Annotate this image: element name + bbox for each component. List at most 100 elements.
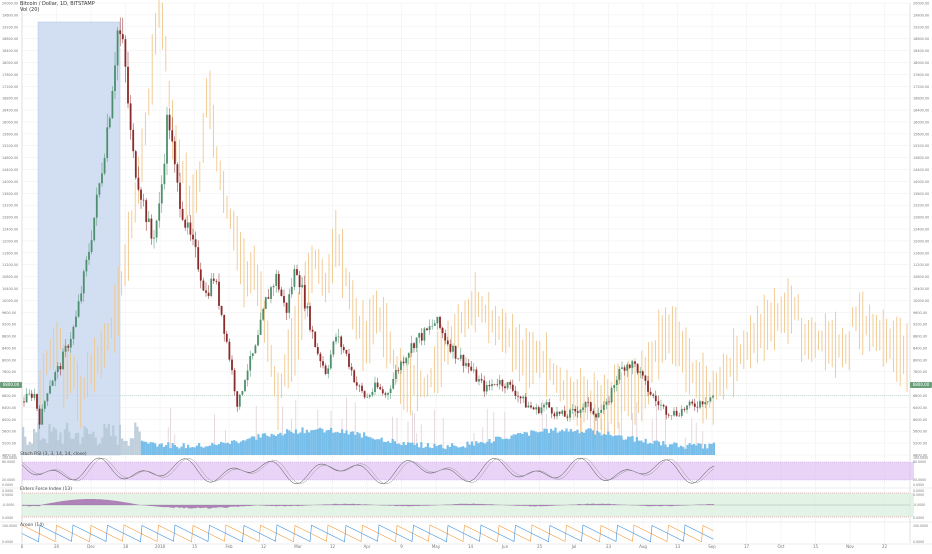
volume-bar xyxy=(312,430,315,455)
volume-bar xyxy=(22,426,25,455)
time-tick-label: 25 xyxy=(537,544,543,549)
price-tick-label: 18800.00 xyxy=(913,37,929,41)
time-tick-label: 13 xyxy=(675,544,681,549)
candle-body xyxy=(618,368,621,380)
candle-body xyxy=(462,354,465,366)
time-tick-label: 15 xyxy=(192,544,198,549)
price-tick-label: 10400.00 xyxy=(913,287,929,291)
volume-bar xyxy=(576,429,579,455)
candle-body xyxy=(379,387,382,390)
volume-bar xyxy=(477,443,480,455)
candle-body xyxy=(293,269,296,287)
price-tick-label: 6800.00 xyxy=(2,394,16,398)
volume-bar xyxy=(398,443,401,455)
volume-bar xyxy=(448,446,451,455)
volume-bar xyxy=(607,431,610,455)
volume-bar xyxy=(600,435,603,455)
candle-body xyxy=(693,403,696,407)
candle-body xyxy=(610,388,613,403)
price-tick-label: 14800.00 xyxy=(2,156,18,160)
candle-body xyxy=(62,351,64,370)
volume-bar xyxy=(528,435,531,455)
candle-body xyxy=(205,290,207,293)
candle-body xyxy=(275,273,278,286)
candle-body xyxy=(410,343,413,354)
volume-bar xyxy=(319,427,322,455)
volume-bar xyxy=(112,425,115,455)
candle-body xyxy=(491,383,493,387)
volume-bar xyxy=(178,448,181,455)
volume-bar xyxy=(554,427,557,455)
candle-body xyxy=(545,402,548,405)
candle-body xyxy=(472,369,475,371)
volume-bar xyxy=(679,445,682,455)
candle-body xyxy=(270,287,272,299)
candle-body xyxy=(301,284,304,288)
candle-body xyxy=(220,305,223,315)
volume-bar xyxy=(640,440,643,455)
volume-bar xyxy=(369,437,372,455)
volume-bar xyxy=(633,441,636,455)
candle-body xyxy=(33,394,36,398)
time-tick-label: May xyxy=(432,544,441,549)
candle-body xyxy=(114,65,116,91)
volume-bar xyxy=(508,439,511,455)
volume-bar xyxy=(651,443,654,455)
time-tick-label: 9 xyxy=(400,544,403,549)
candle-body xyxy=(30,393,33,398)
candle-body xyxy=(446,340,449,345)
volume-bar xyxy=(92,431,95,455)
volume-bar xyxy=(206,446,209,455)
candle-body xyxy=(701,401,704,405)
time-tick-label: Aug xyxy=(639,544,647,549)
candle-body xyxy=(225,333,228,342)
time-tick-label: Nov xyxy=(846,544,854,549)
candle-body xyxy=(353,370,356,383)
volume-bar xyxy=(442,448,445,455)
volume-bar xyxy=(455,446,458,455)
candle-body xyxy=(712,395,714,398)
candle-body xyxy=(90,240,93,252)
volume-bar xyxy=(638,440,641,455)
candle-body xyxy=(129,103,132,130)
volume-bar xyxy=(387,441,390,455)
candle-body xyxy=(88,251,90,260)
candle-body xyxy=(337,336,340,338)
price-tick-label: 15600.00 xyxy=(913,132,929,136)
candle-body xyxy=(173,141,176,165)
stoch-level-label: 0.0000 xyxy=(2,483,13,487)
volume-bar xyxy=(677,447,680,455)
volume-bar xyxy=(189,447,192,455)
volume-bar xyxy=(695,445,698,455)
volume-bar xyxy=(136,426,139,455)
price-tick-label: 16800.00 xyxy=(913,97,929,101)
price-tick-label: 12000.00 xyxy=(913,239,929,243)
price-tick-label: 9600.00 xyxy=(2,311,16,315)
volume-bar xyxy=(563,431,566,455)
volume-bar xyxy=(165,445,168,455)
volume-bar xyxy=(301,427,304,455)
candle-body xyxy=(251,353,254,356)
candle-body xyxy=(158,203,161,221)
candle-body xyxy=(704,402,707,405)
volume-bar xyxy=(105,428,108,455)
candle-body xyxy=(168,114,171,131)
volume-bar xyxy=(169,448,172,455)
candle-body xyxy=(709,397,712,402)
candle-body xyxy=(496,384,499,385)
candle-body xyxy=(587,401,590,403)
volume-bar xyxy=(184,448,187,455)
price-tick-label: 6000.00 xyxy=(913,418,927,422)
volume-bar xyxy=(426,443,429,455)
candle-body xyxy=(680,408,683,416)
volume-bar xyxy=(303,433,306,455)
elder-level-label: -0.0000 xyxy=(913,503,925,507)
price-tick-label: 6400.00 xyxy=(2,406,16,410)
volume-bar xyxy=(55,429,58,455)
candle-body xyxy=(628,364,631,368)
candle-body xyxy=(519,396,522,399)
price-tick-label: 15200.00 xyxy=(913,144,929,148)
candle-body xyxy=(101,173,103,184)
